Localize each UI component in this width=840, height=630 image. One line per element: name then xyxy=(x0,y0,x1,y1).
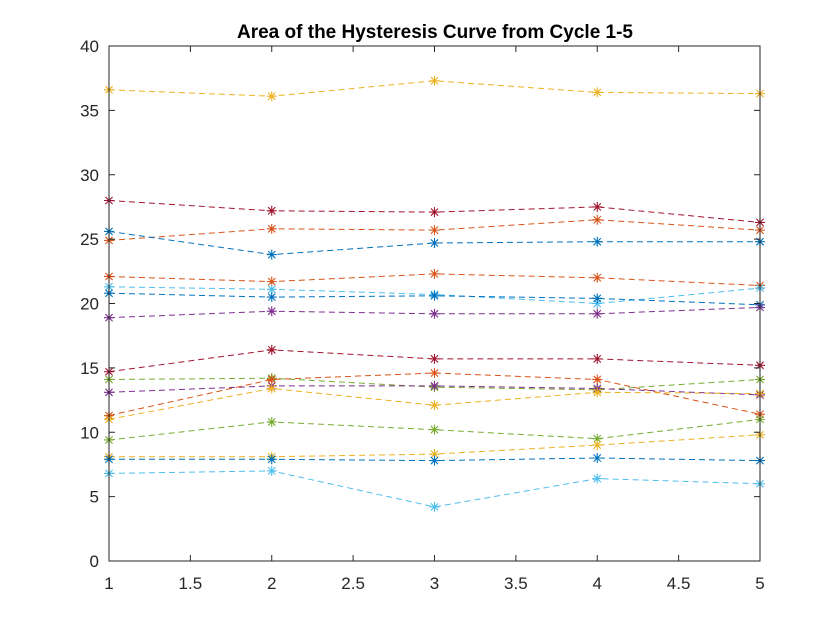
data-point-marker xyxy=(592,473,603,484)
data-point-marker xyxy=(592,308,603,319)
data-point-marker xyxy=(266,306,277,317)
x-tick-label: 1.5 xyxy=(179,574,203,593)
series-line xyxy=(108,349,761,373)
y-tick-label: 20 xyxy=(80,295,99,314)
data-point-marker xyxy=(592,433,603,444)
y-tick-label: 15 xyxy=(80,359,99,378)
data-point-marker xyxy=(429,400,440,411)
data-point-marker xyxy=(266,276,277,287)
data-point-marker xyxy=(266,249,277,260)
data-point-marker xyxy=(592,374,603,385)
data-point-marker xyxy=(429,424,440,435)
x-tick-label: 3 xyxy=(430,574,439,593)
data-point-marker xyxy=(429,237,440,248)
data-point-marker xyxy=(592,387,603,398)
series-line xyxy=(108,80,761,97)
data-point-marker xyxy=(429,368,440,379)
data-point-marker xyxy=(266,416,277,427)
series-line xyxy=(108,372,761,416)
x-tick-label: 2 xyxy=(267,574,276,593)
y-tick-label: 40 xyxy=(80,37,99,56)
data-point-marker xyxy=(429,207,440,218)
x-tick-label: 4 xyxy=(593,574,602,593)
y-tick-label: 0 xyxy=(90,552,99,571)
data-point-marker xyxy=(429,380,440,391)
data-point-marker xyxy=(592,87,603,98)
data-point-marker xyxy=(266,91,277,102)
series-line xyxy=(108,230,760,256)
data-point-marker xyxy=(429,75,440,86)
data-point-marker xyxy=(266,454,277,465)
data-point-marker xyxy=(266,284,277,295)
series-line xyxy=(108,418,761,441)
data-point-marker xyxy=(429,308,440,319)
data-point-marker xyxy=(429,353,440,364)
data-point-marker xyxy=(266,465,277,476)
data-point-marker xyxy=(592,236,603,247)
data-point-marker xyxy=(592,214,603,225)
data-point-marker xyxy=(429,449,440,460)
data-point-marker xyxy=(429,290,440,301)
data-point-marker xyxy=(266,292,277,303)
data-point-marker xyxy=(266,223,277,234)
series-line xyxy=(108,387,761,420)
chart-title: Area of the Hysteresis Curve from Cycle … xyxy=(237,22,633,43)
y-tick-label: 10 xyxy=(80,423,99,442)
x-tick-label: 5 xyxy=(755,574,764,593)
data-point-marker xyxy=(266,383,277,394)
data-point-marker xyxy=(266,374,277,385)
y-tick-label: 30 xyxy=(80,166,99,185)
data-point-marker xyxy=(266,205,277,216)
data-point-marker xyxy=(592,440,603,451)
data-point-marker xyxy=(429,501,440,512)
data-point-marker xyxy=(592,453,603,463)
y-tick-label: 25 xyxy=(80,230,99,249)
data-point-marker xyxy=(592,293,603,304)
x-tick-label: 4.5 xyxy=(667,574,691,593)
x-tick-label: 1 xyxy=(104,574,113,593)
data-point-marker xyxy=(429,268,440,279)
data-point-marker xyxy=(592,298,603,309)
x-tick-label: 3.5 xyxy=(504,574,528,593)
data-point-marker xyxy=(429,225,440,236)
data-point-marker xyxy=(592,272,603,283)
axes-layer: 1 1.5 2 2.5 3 3.5 4 4.5 5 0 5 10 15 20 25 30 35 40 xyxy=(80,37,765,593)
data-point-marker xyxy=(429,455,440,466)
data-point-marker xyxy=(266,344,277,355)
x-tick-label: 2.5 xyxy=(341,574,365,593)
data-point-marker xyxy=(592,201,603,212)
data-point-marker xyxy=(592,353,603,364)
y-tick-label: 5 xyxy=(90,488,99,507)
y-tick-label: 35 xyxy=(80,101,99,120)
